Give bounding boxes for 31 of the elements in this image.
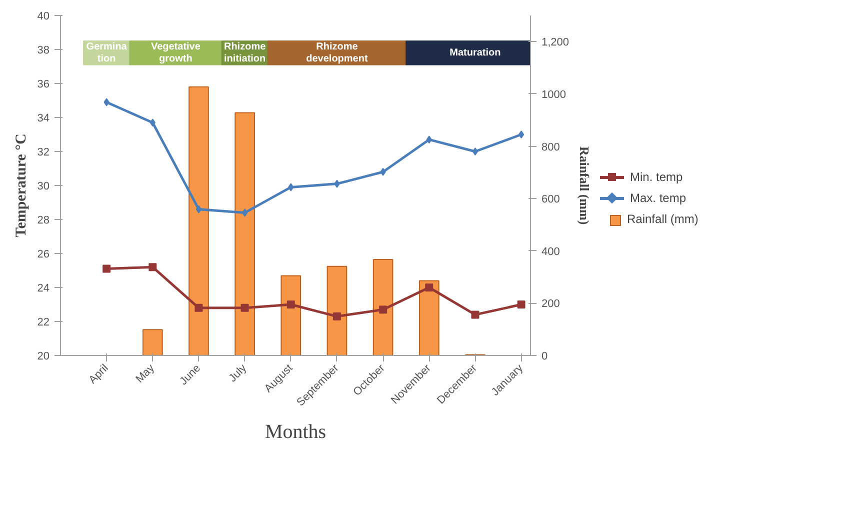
y-tick-label: 34 [37, 112, 50, 124]
y-tick-label: 40 [37, 10, 50, 22]
y2-tick-label: 400 [542, 246, 560, 258]
y2-tick-label: 1,200 [542, 36, 570, 49]
legend-label: Rainfall (mm) [626, 211, 698, 228]
band-label: Germina tion [86, 41, 128, 64]
y2-tick-label: 0 [542, 350, 548, 362]
legend-label: Max. temp [629, 190, 688, 208]
y2-tick-label: 600 [542, 194, 560, 206]
y-axis-title: Temperature °C [13, 134, 30, 238]
y2-tick-label: 1000 [542, 88, 566, 101]
band-label: Vegetative growth [150, 41, 201, 64]
band-label: Maturation [450, 47, 501, 58]
y-tick-label: 20 [37, 350, 50, 362]
legend-label: Min. temp [629, 169, 684, 186]
y-tick-label: 22 [37, 316, 50, 328]
y-tick-label: 26 [37, 248, 50, 260]
y-tick-label: 38 [37, 44, 50, 56]
y-tick-label: 28 [37, 214, 50, 226]
x-tick-label: July [226, 362, 250, 385]
y-tick-label: 32 [37, 146, 50, 158]
y-tick-label: 36 [37, 78, 50, 90]
band-label: Rhizome development [306, 41, 368, 64]
y2-tick-label: 800 [542, 141, 560, 154]
y-tick-label: 30 [37, 180, 50, 192]
x-tick-label: May [134, 362, 158, 386]
band-label: Rhizome initiation [224, 41, 266, 64]
y-tick-label: 24 [37, 282, 50, 294]
y2-tick-label: 200 [542, 298, 560, 310]
y2-axis-title: Rainfall (mm) [577, 146, 592, 225]
x-axis-title: Months [264, 421, 326, 444]
